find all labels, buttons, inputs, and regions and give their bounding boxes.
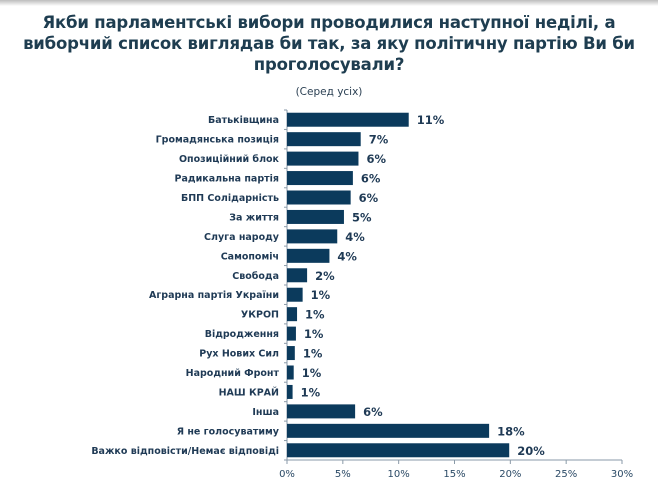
bar [287,365,294,380]
data-label: 20% [517,444,545,458]
category-label: Важко відповісти/Немає відповіді [91,446,279,457]
category-label: Відродження [205,329,279,340]
chart-title: Якби парламентські вибори проводилися на… [23,13,635,74]
x-tick-label: 5% [335,469,351,480]
category-label: Я не голосуватиму [177,426,280,437]
bar [287,307,298,322]
bar [287,287,303,302]
category-label: Народний Фронт [186,368,280,379]
category-label: Слуга народу [204,232,280,243]
bar [287,112,409,127]
bar [287,132,361,147]
x-tick-label: 15% [443,469,465,480]
data-label: 6% [366,152,386,166]
data-label: 1% [304,327,324,341]
data-label: 4% [337,249,357,263]
data-label: 7% [369,133,389,147]
bar [287,229,338,244]
bar [287,268,308,283]
x-tick-label: 20% [499,469,521,480]
bar [287,190,351,205]
category-label: НАШ КРАЙ [219,386,279,398]
data-label: 11% [417,113,445,127]
data-label: 6% [363,405,383,419]
category-label: Самопоміч [221,251,279,262]
data-label: 18% [497,424,525,438]
category-label: Опозиційний блок [179,154,280,165]
category-label: Інша [252,407,279,418]
data-label: 6% [359,191,379,205]
chart-subtitle: (Серед усіх) [295,86,363,98]
bar [287,171,353,186]
x-tick-label: 0% [279,469,295,480]
category-label: УКРОП [241,310,279,321]
bar [287,151,359,166]
x-tick-label: 30% [611,469,633,480]
data-label: 2% [315,269,335,283]
bar [287,346,295,361]
category-label: Громадянська позиція [156,135,279,146]
category-label: Радикальна партія [175,174,279,185]
category-label: За життя [229,212,279,223]
category-label: Батьківщина [208,115,279,126]
x-tick-label: 10% [388,469,410,480]
category-label: Аграрна партія України [149,290,279,301]
category-label: БПП Солідарність [181,193,279,204]
x-tick-label: 25% [555,469,577,480]
data-label: 4% [345,230,365,244]
data-label: 1% [311,288,331,302]
data-label: 6% [361,172,381,186]
bar [287,443,510,458]
data-label: 5% [352,210,372,224]
data-label: 1% [302,366,322,380]
bar [287,248,330,263]
top-border [0,0,658,6]
bar [287,404,356,419]
data-label: 1% [301,385,321,399]
category-label: Свобода [232,271,279,282]
bar [287,384,293,399]
data-label: 1% [305,308,325,322]
category-label: Рух Нових Сил [199,349,279,360]
bar [287,326,296,341]
data-label: 1% [303,347,323,361]
bar [287,209,344,224]
bar [287,423,490,438]
